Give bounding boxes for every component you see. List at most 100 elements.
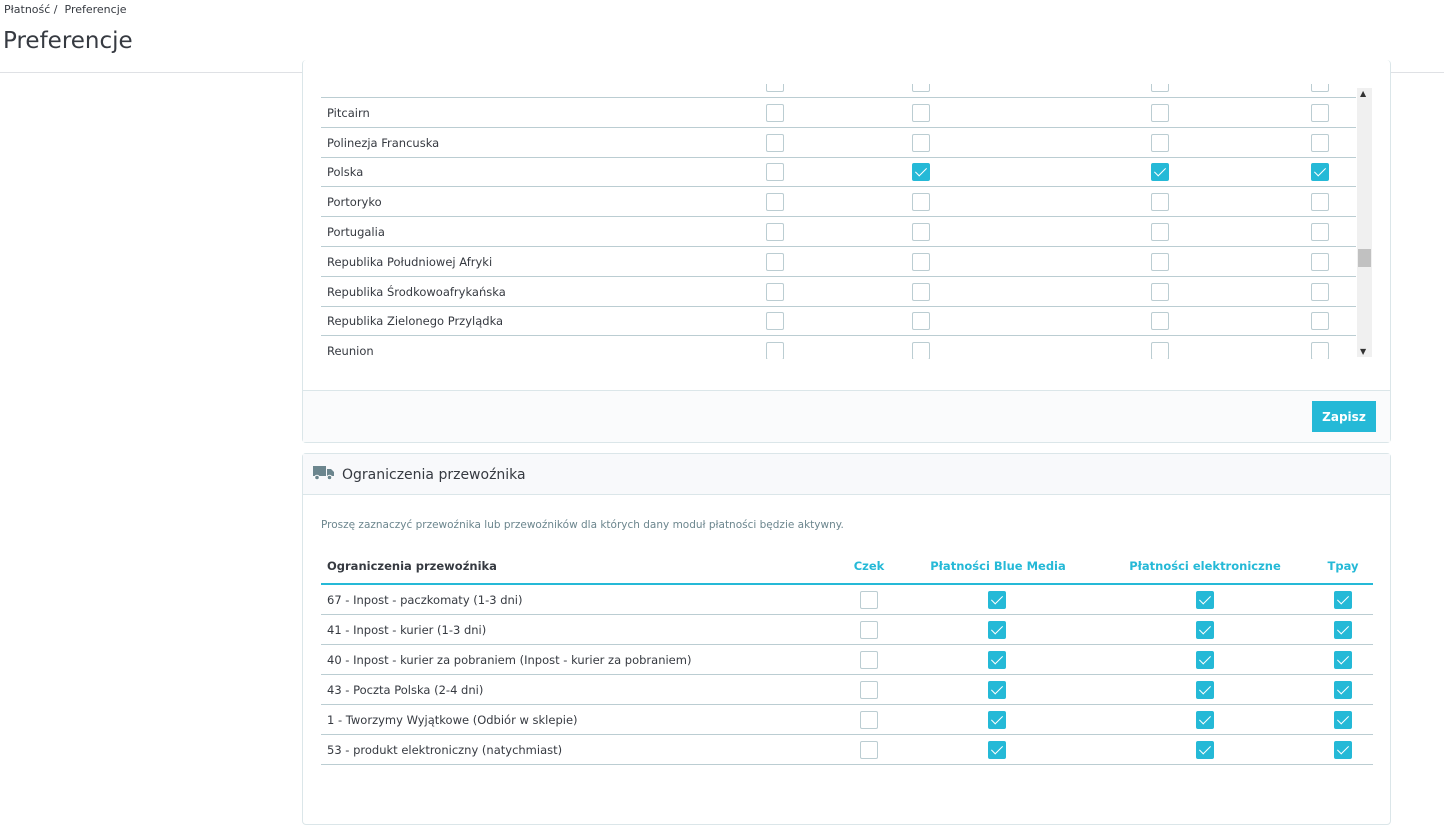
module-checkbox[interactable] <box>912 103 930 122</box>
module-checkbox[interactable] <box>1151 103 1169 122</box>
module-checkbox[interactable] <box>1196 591 1214 609</box>
module-checkbox[interactable] <box>1196 710 1214 729</box>
scrollbar[interactable]: ▲ ▼ <box>1357 88 1372 357</box>
carrier-name: 41 - Inpost - kurier (1-3 dni) <box>327 622 487 637</box>
carrier-restrictions-card: Ograniczenia przewoźnika Proszę zaznaczy… <box>302 453 1391 825</box>
table-row: 67 - Inpost - paczkomaty (1-3 dni) <box>321 585 1373 615</box>
module-checkbox[interactable] <box>1334 620 1352 639</box>
truck-icon <box>313 466 334 480</box>
table-row: Republika Południowej Afryki <box>321 247 1356 277</box>
card-description: Proszę zaznaczyć przewoźnika lub przewoź… <box>321 519 844 531</box>
module-checkbox[interactable] <box>988 650 1006 669</box>
module-checkbox[interactable] <box>988 740 1006 759</box>
module-checkbox[interactable] <box>766 312 784 331</box>
card-footer: Zapisz <box>303 390 1390 442</box>
module-checkbox[interactable] <box>1334 650 1352 669</box>
module-checkbox[interactable] <box>912 282 930 301</box>
module-checkbox[interactable] <box>1311 342 1329 359</box>
module-checkbox[interactable] <box>1334 680 1352 699</box>
module-checkbox[interactable] <box>1311 312 1329 331</box>
module-checkbox[interactable] <box>912 312 930 331</box>
table-row: Republika Środkowoafrykańska <box>321 277 1356 307</box>
scroll-up-icon[interactable]: ▲ <box>1360 89 1367 98</box>
module-checkbox[interactable] <box>766 103 784 122</box>
module-checkbox[interactable] <box>766 342 784 359</box>
module-checkbox[interactable] <box>1311 252 1329 271</box>
table-row: Portugalia <box>321 217 1356 247</box>
module-checkbox[interactable] <box>1196 740 1214 759</box>
module-checkbox[interactable] <box>1151 312 1169 331</box>
table-row: Pitcairn <box>321 98 1356 128</box>
module-checkbox[interactable] <box>860 591 878 609</box>
module-checkbox[interactable] <box>988 591 1006 609</box>
module-checkbox[interactable] <box>912 252 930 271</box>
module-checkbox[interactable] <box>766 252 784 271</box>
module-checkbox[interactable] <box>1151 282 1169 301</box>
table-row: 43 - Poczta Polska (2-4 dni) <box>321 675 1373 705</box>
module-checkbox[interactable] <box>1151 84 1169 92</box>
table-row: 41 - Inpost - kurier (1-3 dni) <box>321 615 1373 645</box>
module-checkbox[interactable] <box>912 193 930 212</box>
country-name: Pitcairn <box>327 105 370 120</box>
module-checkbox[interactable] <box>1196 620 1214 639</box>
country-name: Reunion <box>327 344 374 359</box>
module-checkbox[interactable] <box>766 282 784 301</box>
breadcrumb-item[interactable]: Płatność <box>4 3 51 16</box>
module-checkbox[interactable] <box>1196 650 1214 669</box>
scroll-down-icon[interactable]: ▼ <box>1360 347 1367 356</box>
module-checkbox[interactable] <box>1151 223 1169 241</box>
module-checkbox[interactable] <box>860 740 878 759</box>
module-checkbox[interactable] <box>912 163 930 182</box>
carrier-name: 40 - Inpost - kurier za pobraniem (Inpos… <box>327 652 692 667</box>
module-checkbox[interactable] <box>1311 193 1329 212</box>
breadcrumb-item: Preferencje <box>64 3 127 16</box>
module-checkbox[interactable] <box>860 650 878 669</box>
module-checkbox[interactable] <box>1151 252 1169 271</box>
module-checkbox[interactable] <box>1334 740 1352 759</box>
module-checkbox[interactable] <box>1334 591 1352 609</box>
module-checkbox[interactable] <box>766 84 784 92</box>
module-checkbox[interactable] <box>766 163 784 182</box>
breadcrumb: Płatność / Preferencje <box>4 3 127 16</box>
module-checkbox[interactable] <box>860 620 878 639</box>
module-checkbox[interactable] <box>1311 103 1329 122</box>
module-checkbox[interactable] <box>1311 84 1329 92</box>
page-title: Preferencje <box>3 28 133 54</box>
module-checkbox[interactable] <box>1334 710 1352 729</box>
module-checkbox[interactable] <box>912 84 930 92</box>
module-checkbox[interactable] <box>912 342 930 359</box>
carrier-name: 53 - produkt elektroniczny (natychmiast) <box>327 742 563 757</box>
module-checkbox[interactable] <box>912 223 930 241</box>
module-checkbox[interactable] <box>1311 163 1329 182</box>
module-checkbox[interactable] <box>988 620 1006 639</box>
country-restrictions-card: Pitcairn Polinezja Francuska Polska Portory… <box>302 60 1391 443</box>
column-header-carrier: Ograniczenia przewoźnika <box>327 559 497 573</box>
module-checkbox[interactable] <box>1151 342 1169 359</box>
module-checkbox[interactable] <box>766 223 784 241</box>
country-name: Republika Środkowoafrykańska <box>327 284 506 299</box>
module-checkbox[interactable] <box>766 193 784 212</box>
module-checkbox[interactable] <box>1311 133 1329 152</box>
table-row: Portoryko <box>321 187 1356 218</box>
module-checkbox[interactable] <box>1196 680 1214 699</box>
module-checkbox[interactable] <box>766 133 784 152</box>
country-name: Portugalia <box>327 225 385 239</box>
save-button[interactable]: Zapisz <box>1312 401 1376 432</box>
table-row: 40 - Inpost - kurier za pobraniem (Inpos… <box>321 645 1373 675</box>
scrollbar-thumb[interactable] <box>1358 249 1371 267</box>
module-checkbox[interactable] <box>1311 282 1329 301</box>
module-checkbox[interactable] <box>988 710 1006 729</box>
country-list[interactable]: Pitcairn Polinezja Francuska Polska Portory… <box>321 84 1372 359</box>
table-row: Polinezja Francuska <box>321 128 1356 158</box>
module-checkbox[interactable] <box>1151 193 1169 212</box>
table-row: Republika Zielonego Przylądka <box>321 306 1356 337</box>
module-checkbox[interactable] <box>1151 163 1169 182</box>
module-checkbox[interactable] <box>860 710 878 729</box>
module-checkbox[interactable] <box>1311 223 1329 241</box>
module-checkbox[interactable] <box>988 680 1006 699</box>
country-name: Republika Zielonego Przylądka <box>327 314 504 329</box>
module-checkbox[interactable] <box>912 133 930 152</box>
module-checkbox[interactable] <box>860 680 878 699</box>
module-checkbox[interactable] <box>1151 133 1169 152</box>
column-header-blue-media: Płatności Blue Media <box>930 559 1066 573</box>
